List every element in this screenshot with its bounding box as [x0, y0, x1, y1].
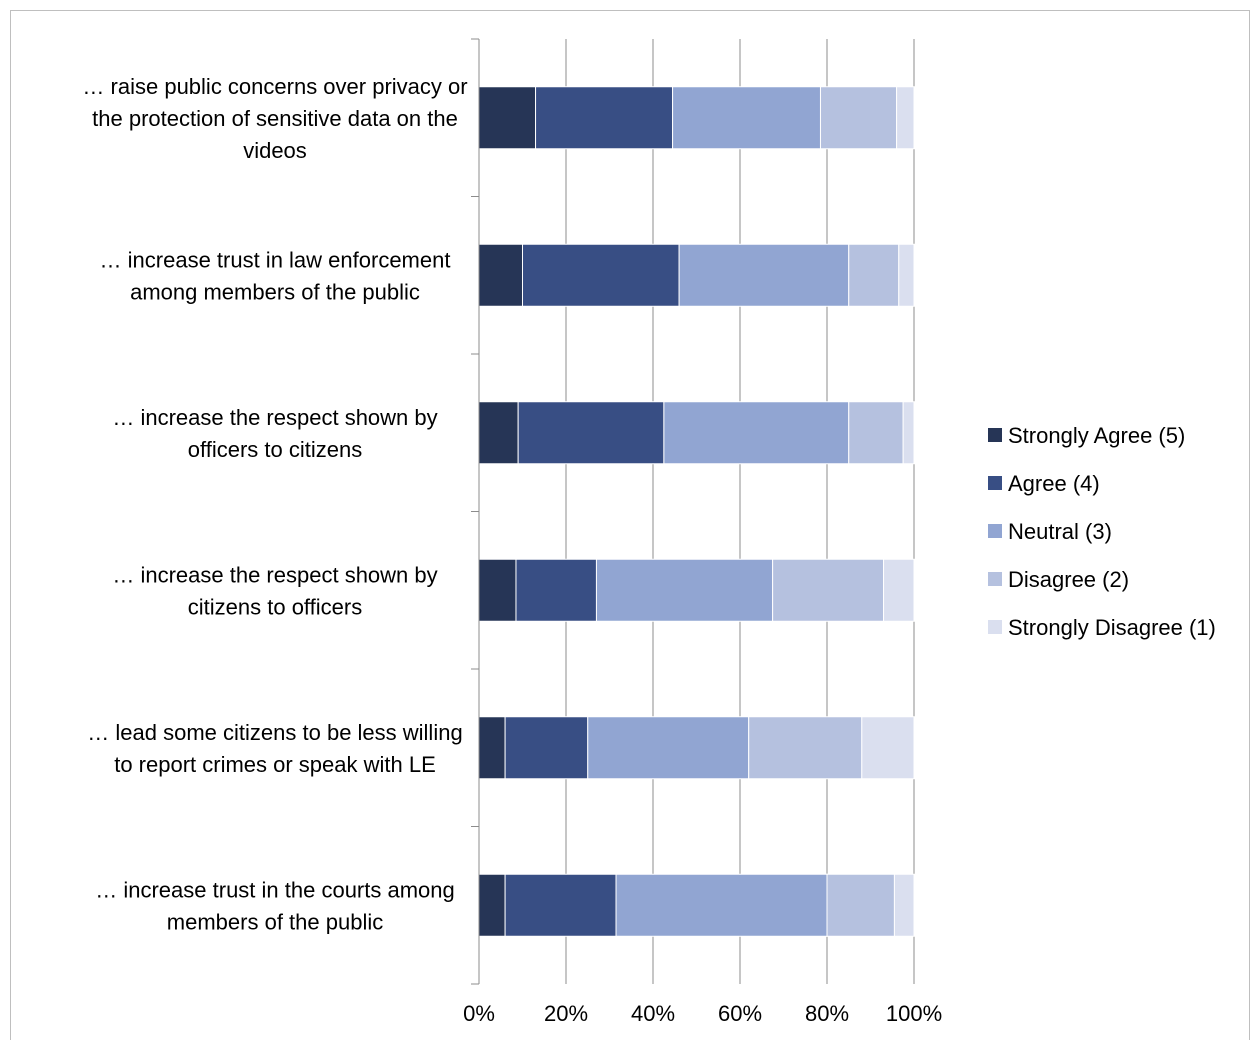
bar-segment	[896, 86, 915, 150]
legend-swatch	[988, 524, 1002, 538]
x-tick-label: 20%	[544, 1001, 588, 1026]
bar-segment	[515, 558, 597, 622]
bar-segment	[615, 873, 828, 937]
bar-segment	[595, 558, 774, 622]
bar-segment	[672, 86, 821, 150]
x-tick-label: 0%	[463, 1001, 495, 1026]
bar-segment	[819, 86, 898, 150]
category-label: … increase the respect shown by officers …	[112, 405, 437, 462]
category-label: … lead some citizens to be less willing t…	[87, 720, 462, 777]
bar-segment	[504, 716, 589, 780]
bar-segment	[587, 716, 750, 780]
x-tick-label: 100%	[886, 1001, 942, 1026]
gridlines	[565, 39, 915, 984]
bar-segment	[883, 558, 915, 622]
x-tick-label: 40%	[631, 1001, 675, 1026]
bar-segment	[893, 873, 915, 937]
bar-segment	[478, 716, 506, 780]
bar-segment	[478, 558, 517, 622]
legend-label: Disagree (2)	[1008, 567, 1129, 592]
bar-segment	[902, 401, 915, 465]
stacked-bar-chart: … raise public concerns over privacy or t…	[82, 38, 1216, 1026]
category-labels: … raise public concerns over privacy or t…	[82, 74, 467, 935]
bar-segment	[898, 243, 915, 307]
bar-segment	[772, 558, 885, 622]
category-axis	[471, 38, 480, 985]
bar-segment	[748, 716, 863, 780]
x-tick-label: 80%	[805, 1001, 849, 1026]
bar-segment	[478, 401, 519, 465]
bar-segment	[504, 873, 617, 937]
legend-swatch	[988, 620, 1002, 634]
category-label: … increase trust in the courts among memb…	[95, 877, 455, 934]
x-tick-label: 60%	[718, 1001, 762, 1026]
legend-swatch	[988, 428, 1002, 442]
bar-segment	[861, 716, 915, 780]
category-label: … increase trust in law enforcement among…	[100, 247, 451, 304]
category-label: … raise public concerns over privacy or t…	[82, 74, 467, 163]
bar-segment	[848, 401, 904, 465]
bar-segment	[517, 401, 665, 465]
legend: Strongly Agree (5) Agree (4) Neutral (3) Di…	[988, 423, 1216, 640]
x-tick-labels: 0% 20% 40% 60% 80% 100%	[463, 1001, 942, 1026]
bar-segment	[848, 243, 900, 307]
legend-label: Strongly Agree (5)	[1008, 423, 1185, 448]
chart-frame: … raise public concerns over privacy or t…	[10, 10, 1250, 1040]
bar-segment	[478, 243, 523, 307]
bar-segment	[826, 873, 895, 937]
legend-swatch	[988, 572, 1002, 586]
bar-segment	[478, 873, 506, 937]
bar-segment	[678, 243, 850, 307]
bar-segment	[522, 243, 680, 307]
bar-segment	[535, 86, 674, 150]
legend-label: Neutral (3)	[1008, 519, 1112, 544]
bar-segment	[478, 86, 537, 150]
legend-label: Strongly Disagree (1)	[1008, 615, 1216, 640]
bar-segment	[663, 401, 850, 465]
category-label: … increase the respect shown by citizens …	[112, 562, 437, 619]
bars	[478, 86, 915, 937]
legend-label: Agree (4)	[1008, 471, 1100, 496]
legend-swatch	[988, 476, 1002, 490]
